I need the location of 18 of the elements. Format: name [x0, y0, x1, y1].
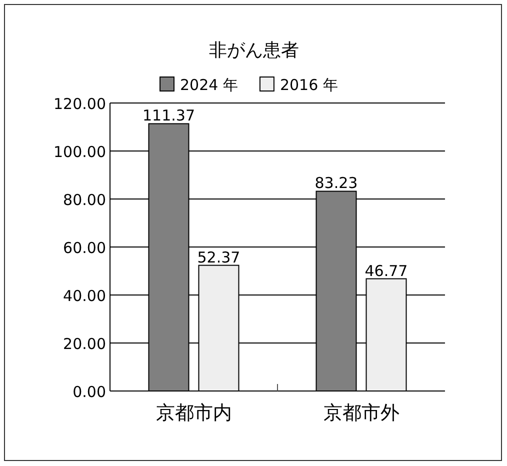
data-label: 83.23: [314, 174, 358, 192]
data-label: 46.77: [364, 262, 408, 280]
y-tick-label: 40.00: [63, 287, 106, 305]
x-tick-label: 京都市外: [323, 402, 400, 424]
y-tick-label: 0.00: [72, 383, 106, 401]
legend-label: 2024 年: [180, 76, 238, 94]
legend-item: 2016 年: [259, 76, 338, 94]
legend-item: 2024 年: [160, 76, 238, 94]
chart-title: 非がん患者: [209, 40, 299, 61]
legend-label: 2016 年: [280, 76, 338, 94]
y-tick-label: 80.00: [63, 191, 106, 209]
y-tick-label: 100.00: [54, 143, 106, 161]
y-tick-label: 20.00: [63, 335, 106, 353]
y-tick-label: 120.00: [54, 95, 106, 113]
data-label: 52.37: [197, 248, 240, 266]
data-label: 111.37: [142, 106, 195, 125]
x-tick-label: 京都市内: [156, 402, 232, 424]
y-tick-label: 60.00: [63, 239, 106, 257]
